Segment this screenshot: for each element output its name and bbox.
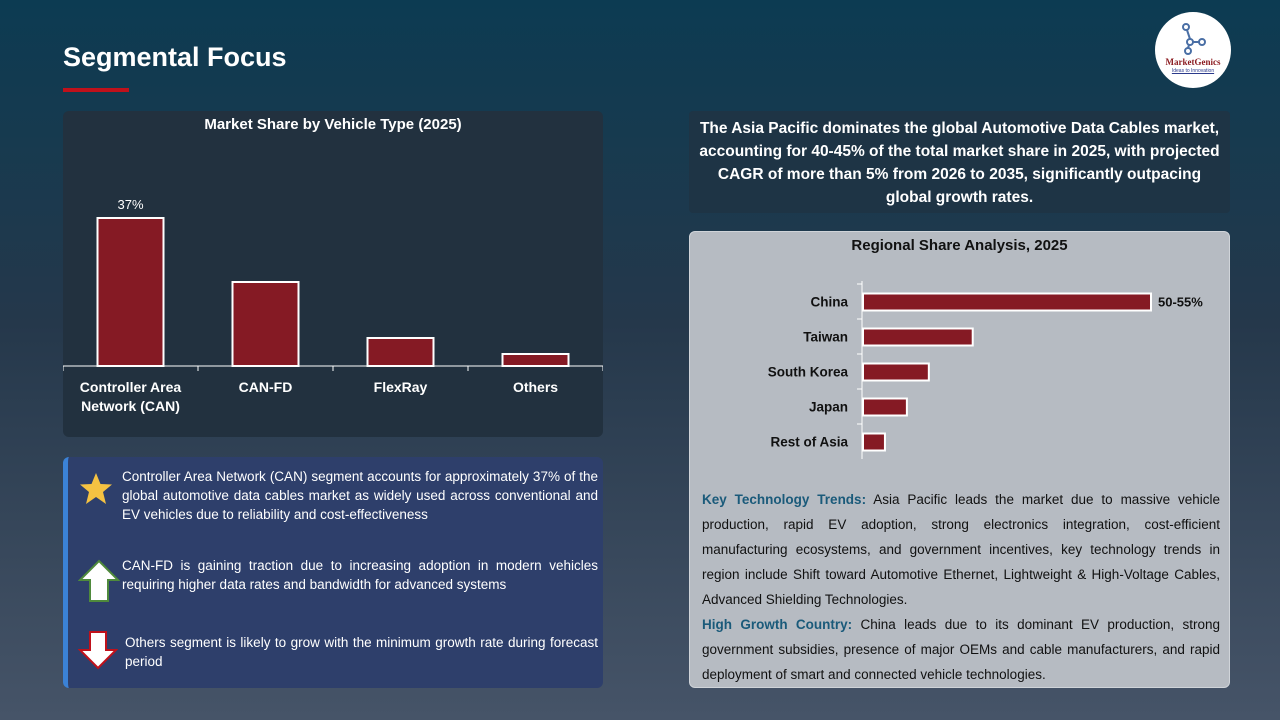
chart-title: Regional Share Analysis, 2025 bbox=[851, 237, 1068, 254]
vehicle-type-chart-panel: 37% Controller Area Network (CAN) CAN-FD Fle… bbox=[63, 111, 603, 437]
arrow-down-icon bbox=[77, 630, 119, 675]
bullet-text: CAN-FD is gaining traction due to increa… bbox=[122, 558, 598, 592]
category-label: Others bbox=[513, 379, 558, 395]
bullet-text: Others segment is likely to grow with th… bbox=[125, 635, 598, 669]
regional-share-chart: China 50-55% Taiwan South Korea Japan Rest of… bbox=[768, 281, 1203, 459]
bar bbox=[862, 397, 908, 417]
category-label: China bbox=[810, 295, 848, 310]
category-label: FlexRay bbox=[374, 379, 428, 395]
bullet-text: Controller Area Network (CAN) segment ac… bbox=[122, 469, 598, 522]
star-icon bbox=[78, 471, 114, 512]
insight-technology-trends: Key Technology Trends: Asia Pacific lead… bbox=[702, 487, 1220, 612]
bar bbox=[501, 353, 570, 367]
data-label: 50-55% bbox=[1158, 295, 1203, 310]
bar bbox=[862, 292, 1152, 312]
category-label: Controller Area bbox=[80, 379, 182, 395]
logo-name: MarketGenics bbox=[1165, 57, 1221, 67]
logo-tagline: Ideas to Innovation bbox=[1171, 68, 1215, 74]
highlight-box: The Asia Pacific dominates the global Au… bbox=[689, 111, 1230, 213]
logo: MarketGenics Ideas to Innovation bbox=[1155, 12, 1231, 88]
bar bbox=[862, 432, 886, 452]
bar bbox=[96, 217, 165, 367]
insight-body: Asia Pacific leads the market due to mas… bbox=[702, 492, 1220, 607]
category-label: South Korea bbox=[768, 365, 849, 380]
vehicle-type-chart: 37% Controller Area Network (CAN) CAN-FD Fle… bbox=[63, 197, 603, 414]
bar bbox=[862, 362, 930, 382]
chart-title: Market Share by Vehicle Type (2025) bbox=[204, 116, 462, 133]
title-underline bbox=[63, 88, 129, 92]
insight-body: China leads due to its dominant EV produ… bbox=[702, 617, 1221, 682]
insight-label: Key Technology Trends: bbox=[702, 492, 867, 507]
bar bbox=[862, 327, 974, 347]
data-label: 37% bbox=[117, 197, 143, 212]
insight-label: High Growth Country: bbox=[702, 617, 853, 632]
category-label: Taiwan bbox=[803, 330, 848, 345]
regional-share-panel: China 50-55% Taiwan South Korea Japan Rest of… bbox=[689, 231, 1230, 688]
bar bbox=[231, 281, 300, 367]
bar bbox=[366, 337, 435, 367]
category-label: Japan bbox=[809, 400, 848, 415]
insight-growth-country: High Growth Country: China leads due to … bbox=[702, 612, 1220, 687]
insights-text: Key Technology Trends: Asia Pacific lead… bbox=[702, 487, 1220, 687]
category-label: Network (CAN) bbox=[81, 398, 180, 414]
page-title: Segmental Focus bbox=[63, 42, 287, 72]
arrow-up-icon bbox=[77, 559, 121, 608]
segment-insights-panel: Controller Area Network (CAN) segment ac… bbox=[63, 457, 603, 688]
category-label: Rest of Asia bbox=[770, 435, 848, 450]
network-icon bbox=[1182, 23, 1206, 55]
category-label: CAN-FD bbox=[239, 379, 293, 395]
